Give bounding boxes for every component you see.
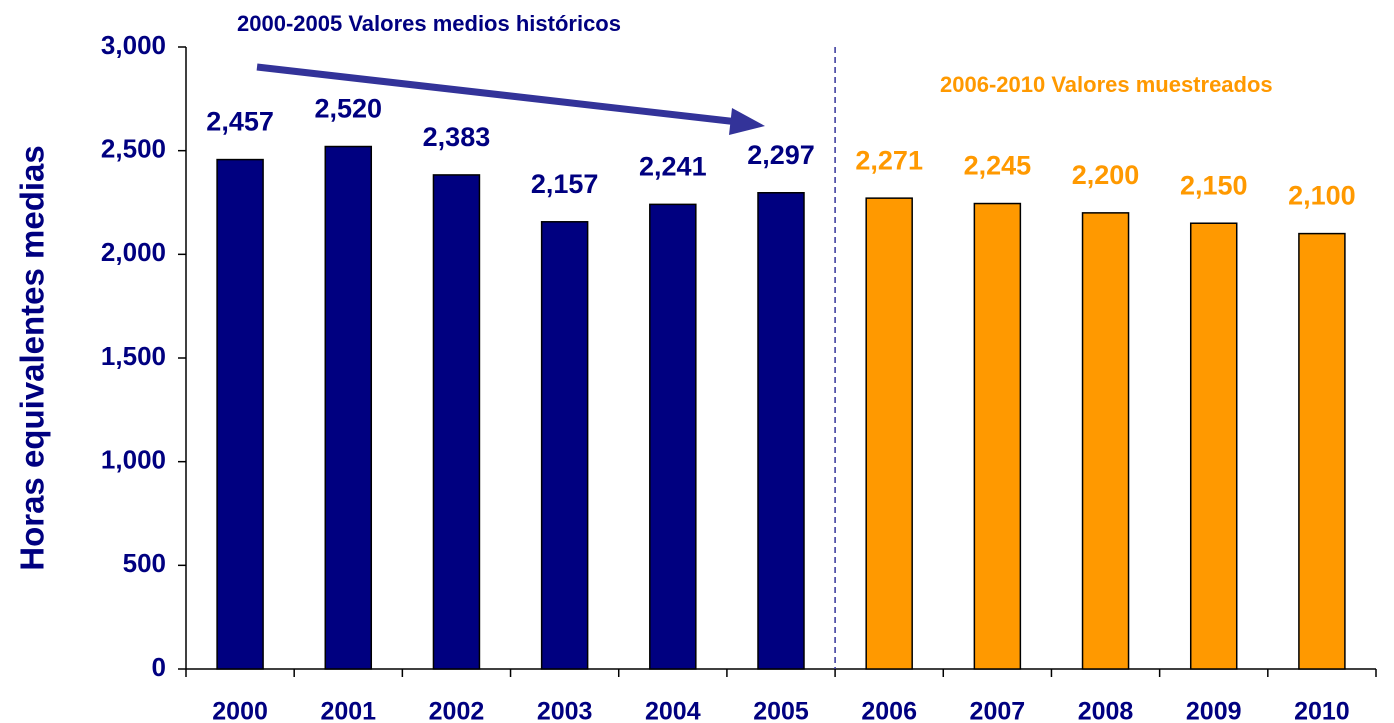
data-label: 2,200	[1072, 160, 1140, 190]
bar	[432, 174, 481, 670]
y-axis-label: Horas equivalentes medias	[14, 145, 51, 571]
x-tick-label: 2001	[320, 698, 376, 723]
y-tick-label: 500	[123, 548, 166, 578]
bar	[973, 202, 1022, 670]
y-tick-label: 2,000	[101, 237, 166, 267]
x-tick-label: 2000	[212, 698, 268, 723]
data-label: 2,241	[639, 151, 707, 181]
y-tick-label: 1,000	[101, 445, 166, 475]
data-label: 2,297	[747, 140, 815, 170]
x-tick-label: 2005	[753, 698, 809, 723]
bar	[1189, 222, 1238, 670]
data-label: 2,457	[206, 107, 274, 137]
data-label: 2,157	[531, 169, 599, 199]
data-label: 2,245	[964, 151, 1032, 181]
x-tick-label: 2010	[1294, 698, 1350, 723]
data-label: 2,383	[423, 122, 491, 152]
arrow-head	[729, 108, 765, 135]
x-tick-label: 2003	[537, 698, 593, 723]
x-tick-label: 2007	[970, 698, 1026, 723]
bar	[649, 203, 697, 670]
data-label: 2,150	[1180, 170, 1248, 200]
y-tick-label: 3,000	[101, 30, 166, 60]
bar	[540, 221, 589, 670]
x-tick-label: 2008	[1078, 698, 1134, 723]
annotation: 2006-2010 Valores muestreados	[940, 72, 1273, 97]
arrow	[256, 63, 739, 126]
bar	[324, 145, 373, 670]
x-tick-label: 2002	[429, 698, 485, 723]
annotation: 2000-2005 Valores medios históricos	[237, 11, 621, 36]
x-tick-label: 2004	[645, 698, 701, 723]
bar	[216, 158, 264, 670]
data-label: 2,271	[855, 145, 923, 175]
y-tick-label: 2,500	[101, 134, 166, 164]
bar	[757, 192, 805, 670]
bar	[1298, 232, 1346, 670]
bar	[1081, 212, 1130, 670]
x-tick-label: 2006	[861, 698, 917, 723]
bar	[865, 197, 913, 670]
data-label: 2,100	[1288, 181, 1356, 211]
x-tick-label: 2009	[1186, 698, 1242, 723]
y-tick-label: 0	[152, 652, 166, 682]
y-tick-label: 1,500	[101, 341, 166, 371]
data-label: 2,520	[314, 94, 382, 124]
